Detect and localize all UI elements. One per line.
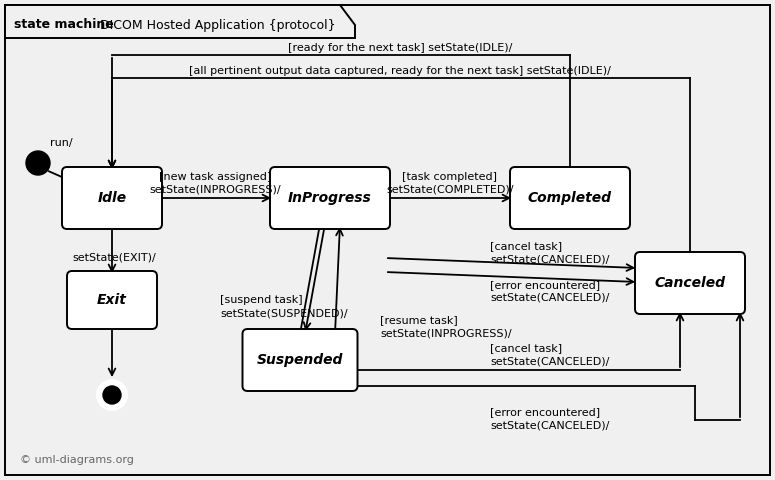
- Text: setState(COMPLETED)/: setState(COMPLETED)/: [386, 185, 514, 195]
- Text: Completed: Completed: [528, 191, 612, 205]
- Text: [new task assigned]: [new task assigned]: [159, 172, 271, 182]
- FancyBboxPatch shape: [635, 252, 745, 314]
- Circle shape: [97, 380, 127, 410]
- Text: Idle: Idle: [98, 191, 126, 205]
- Text: [task completed]: [task completed]: [402, 172, 498, 182]
- Text: InProgress: InProgress: [288, 191, 372, 205]
- Text: setState(INPROGRESS)/: setState(INPROGRESS)/: [380, 328, 512, 338]
- Text: [all pertinent output data captured, ready for the next task] setState(IDLE)/: [all pertinent output data captured, rea…: [189, 66, 611, 76]
- Text: DICOM Hosted Application {protocol}: DICOM Hosted Application {protocol}: [96, 19, 336, 32]
- Text: [ready for the next task] setState(IDLE)/: [ready for the next task] setState(IDLE)…: [288, 43, 512, 53]
- FancyBboxPatch shape: [510, 167, 630, 229]
- Text: [cancel task]: [cancel task]: [490, 241, 562, 251]
- Text: © uml-diagrams.org: © uml-diagrams.org: [20, 455, 134, 465]
- Text: state machine: state machine: [14, 19, 114, 32]
- FancyBboxPatch shape: [243, 329, 357, 391]
- Text: setState(CANCELED)/: setState(CANCELED)/: [490, 254, 609, 264]
- Text: setState(SUSPENDED)/: setState(SUSPENDED)/: [220, 308, 348, 318]
- Circle shape: [103, 386, 121, 404]
- Text: setState(INPROGRESS)/: setState(INPROGRESS)/: [149, 185, 281, 195]
- Text: setState(CANCELED)/: setState(CANCELED)/: [490, 293, 609, 303]
- Text: setState(CANCELED)/: setState(CANCELED)/: [490, 420, 609, 430]
- Text: Suspended: Suspended: [257, 353, 343, 367]
- Circle shape: [26, 151, 50, 175]
- Polygon shape: [5, 5, 355, 38]
- Text: [error encountered]: [error encountered]: [490, 407, 600, 417]
- Text: [error encountered]: [error encountered]: [490, 280, 600, 290]
- FancyBboxPatch shape: [270, 167, 390, 229]
- Text: [suspend task]: [suspend task]: [220, 295, 302, 305]
- Text: Exit: Exit: [97, 293, 127, 307]
- Text: [resume task]: [resume task]: [380, 315, 458, 325]
- FancyBboxPatch shape: [67, 271, 157, 329]
- Text: run/: run/: [50, 138, 73, 148]
- Text: Canceled: Canceled: [655, 276, 725, 290]
- Text: [cancel task]: [cancel task]: [490, 343, 562, 353]
- Text: setState(EXIT)/: setState(EXIT)/: [72, 253, 156, 263]
- FancyBboxPatch shape: [62, 167, 162, 229]
- Text: setState(CANCELED)/: setState(CANCELED)/: [490, 356, 609, 366]
